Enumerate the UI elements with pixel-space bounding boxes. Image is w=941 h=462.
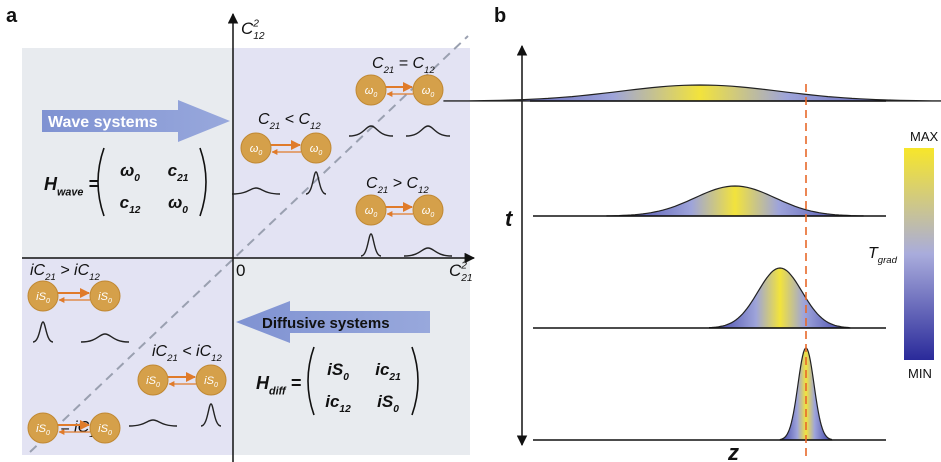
panel-label: a bbox=[6, 5, 18, 27]
formula-part: H bbox=[256, 373, 270, 393]
formula-part: ic bbox=[375, 360, 390, 379]
quadrant bbox=[233, 258, 470, 455]
formula-part: C bbox=[372, 55, 384, 72]
formula-part: ω bbox=[168, 193, 182, 212]
subscript: 0 bbox=[182, 205, 188, 216]
origin-label: 0 bbox=[236, 261, 245, 280]
subscript: 0 bbox=[46, 430, 50, 437]
formula-part: = C bbox=[394, 55, 424, 72]
subscript: wave bbox=[57, 186, 83, 198]
subscript: 0 bbox=[373, 92, 377, 99]
axis-label: C2 12 bbox=[241, 18, 265, 42]
formula-part: = bbox=[83, 174, 99, 194]
formula-part: = iC bbox=[56, 419, 90, 436]
subscript: 21 bbox=[460, 273, 472, 284]
formula-part: iC bbox=[30, 262, 46, 279]
pulses bbox=[444, 85, 941, 440]
axis-label: t bbox=[505, 206, 514, 231]
subscript: 12 bbox=[211, 353, 222, 364]
subscript: 21 bbox=[176, 173, 189, 184]
colorbar-label: MAX bbox=[910, 129, 939, 144]
formula-part: H bbox=[44, 174, 58, 194]
formula-part: iS bbox=[377, 392, 394, 411]
superscript: 2 bbox=[460, 260, 467, 271]
subscript: 21 bbox=[383, 65, 395, 76]
subscript: diff bbox=[269, 385, 287, 397]
formula-part: < iC bbox=[178, 343, 212, 360]
subscript: 12 bbox=[339, 404, 351, 415]
subscript: 0 bbox=[108, 430, 112, 437]
subscript: 12 bbox=[310, 121, 321, 132]
subscript: 12 bbox=[253, 31, 265, 42]
subscript: 0 bbox=[430, 212, 434, 219]
subscript: 0 bbox=[108, 298, 112, 305]
formula-part: ic bbox=[325, 392, 340, 411]
formula-part: ω bbox=[120, 161, 134, 180]
subscript: 21 bbox=[166, 353, 178, 364]
panel-label: b bbox=[494, 5, 506, 27]
colorbar-label: MIN bbox=[908, 366, 932, 381]
formula-part: C bbox=[366, 175, 378, 192]
subscript: 21 bbox=[269, 121, 281, 132]
formula-part: > iC bbox=[56, 262, 90, 279]
subscript: 12 bbox=[418, 185, 429, 196]
subscript: 0 bbox=[343, 372, 349, 383]
formula-part: iS bbox=[327, 360, 344, 379]
subscript: 12 bbox=[89, 272, 100, 283]
formula-part: C bbox=[449, 261, 462, 280]
formula-part: < C bbox=[280, 111, 310, 128]
superscript: 2 bbox=[252, 18, 259, 29]
arrow-label: Diffusive systems bbox=[262, 315, 390, 332]
subscript: 0 bbox=[393, 404, 399, 415]
subscript: 12 bbox=[424, 65, 435, 76]
formula-part: C bbox=[258, 111, 270, 128]
subscript: 0 bbox=[430, 92, 434, 99]
colorbar bbox=[904, 148, 934, 360]
axis-label: z bbox=[727, 440, 739, 462]
formula-part: C bbox=[241, 19, 254, 38]
formula-part: = bbox=[286, 373, 302, 393]
subscript: 0 bbox=[156, 382, 160, 389]
subscript: 0 bbox=[134, 173, 140, 184]
pulse bbox=[444, 85, 941, 101]
arrow-label: Wave systems bbox=[48, 114, 158, 131]
subscript: 21 bbox=[388, 372, 401, 383]
subscript: 0 bbox=[258, 150, 262, 157]
formula-part: > C bbox=[388, 175, 418, 192]
subscript: 12 bbox=[129, 205, 141, 216]
subscript: 0 bbox=[318, 150, 322, 157]
pulse bbox=[710, 268, 851, 328]
subscript: 0 bbox=[46, 298, 50, 305]
subscript: grad bbox=[878, 255, 898, 266]
subscript: 0 bbox=[373, 212, 377, 219]
formula-part: iC bbox=[152, 343, 168, 360]
pulse bbox=[607, 186, 863, 216]
colorbar-title: Tgrad bbox=[868, 245, 898, 266]
subscript: 21 bbox=[377, 185, 389, 196]
subscript: 0 bbox=[214, 382, 218, 389]
figure: abC212C2210Wave systemsDiffusive systems… bbox=[0, 0, 941, 462]
